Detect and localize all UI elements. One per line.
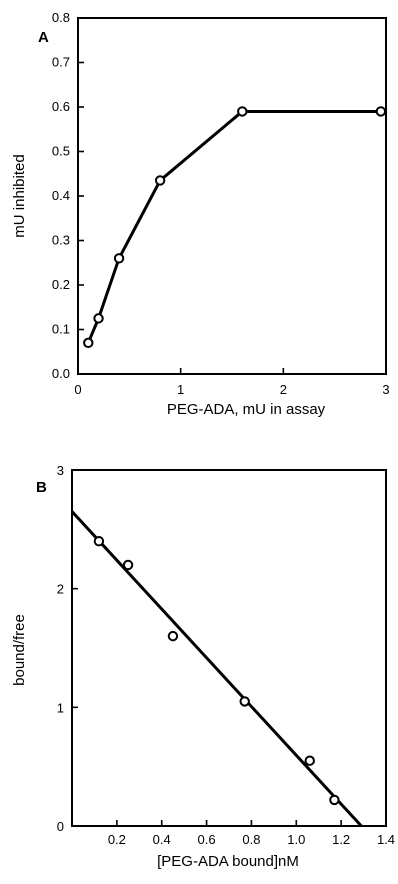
series-line: [86, 109, 381, 344]
panel-label-a: A: [38, 29, 49, 46]
data-point: [375, 106, 387, 117]
x-tick-label: 0.4: [153, 832, 171, 847]
x-tick-label: 1.0: [287, 832, 305, 847]
y-tick-label: 0.1: [52, 322, 70, 337]
x-tick-label: 0.8: [242, 832, 260, 847]
x-axis-label-b: [PEG-ADA bound]nM: [157, 853, 299, 870]
y-tick-label: 0.6: [52, 99, 70, 114]
y-tick-label: 0.8: [52, 10, 70, 25]
x-tick-label: 1.4: [377, 832, 395, 847]
y-tick-label: 0.7: [52, 55, 70, 70]
y-tick-label: 0.2: [52, 277, 70, 292]
series-b: [93, 536, 340, 806]
data-point: [304, 755, 315, 766]
y-tick-label: 0.3: [52, 233, 70, 248]
y-tick-label: 0.4: [52, 188, 70, 203]
x-ticks-a: 0 1 2 3: [74, 368, 390, 397]
x-tick-label: 1: [177, 382, 184, 397]
chart-panel-a: A 0.0 0.1 0.2 0.3 0.4 0.5 0.6 0.7 0.8 0 1 2 3 PEG-A…: [11, 10, 390, 418]
regression-line: [70, 510, 363, 828]
data-point: [113, 253, 125, 264]
plot-frame-a: [77, 17, 387, 375]
data-point: [167, 630, 179, 642]
fit-line-b: [70, 510, 363, 828]
data-point: [93, 313, 104, 324]
chart-panel-b: B 0 1 2 3 0.2 0.4 0.6 0.8 1.0 1.2 1.4 [PEG-ADA bo…: [11, 463, 395, 870]
x-tick-label: 0.2: [108, 832, 126, 847]
y-ticks-a: 0.0 0.1 0.2 0.3 0.4 0.5 0.6 0.7 0.8: [52, 10, 84, 381]
x-tick-label: 0.6: [198, 832, 216, 847]
data-point: [122, 559, 134, 571]
x-tick-label: 1.2: [332, 832, 350, 847]
x-ticks-b: 0.2 0.4 0.6 0.8 1.0 1.2 1.4: [108, 820, 395, 847]
y-tick-label: 0: [57, 819, 64, 834]
x-tick-label: 2: [280, 382, 287, 397]
data-point: [239, 696, 250, 707]
x-tick-label: 0: [74, 382, 81, 397]
y-tick-label: 3: [57, 463, 64, 478]
y-ticks-b: 0 1 2 3: [57, 463, 78, 834]
x-tick-label: 3: [382, 382, 389, 397]
x-axis-label-a: PEG-ADA, mU in assay: [167, 401, 326, 418]
y-tick-label: 0.0: [52, 366, 70, 381]
panel-label-b: B: [36, 479, 47, 496]
data-point: [237, 106, 248, 117]
y-axis-label-a: mU inhibited: [11, 154, 28, 237]
y-tick-label: 2: [57, 582, 64, 597]
data-point: [154, 175, 166, 186]
y-tick-label: 1: [57, 700, 64, 715]
y-tick-label: 0.5: [52, 144, 70, 159]
data-point: [83, 337, 94, 349]
plot-frame-b: [71, 469, 387, 827]
data-point: [93, 536, 105, 547]
data-point: [329, 794, 340, 806]
series-a: [83, 106, 387, 349]
y-axis-label-b: bound/free: [11, 614, 28, 686]
